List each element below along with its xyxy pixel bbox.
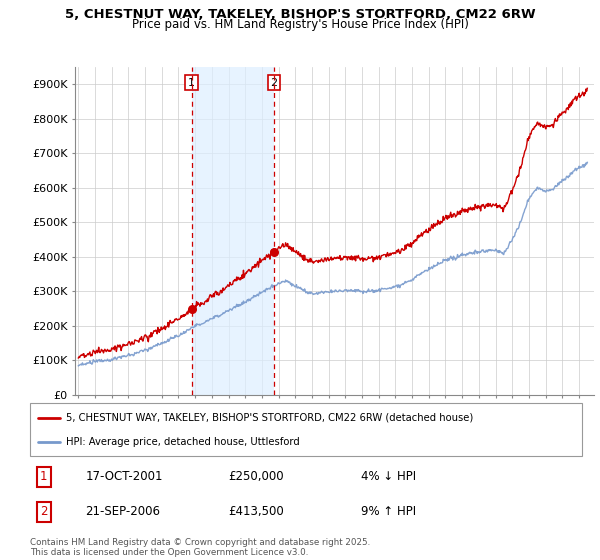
Text: 17-OCT-2001: 17-OCT-2001 <box>85 470 163 483</box>
Text: 1: 1 <box>188 77 195 87</box>
Text: 2: 2 <box>271 77 277 87</box>
Text: Price paid vs. HM Land Registry's House Price Index (HPI): Price paid vs. HM Land Registry's House … <box>131 18 469 31</box>
Bar <box>191 67 274 395</box>
Text: 2: 2 <box>40 505 47 518</box>
Text: 21-SEP-2006: 21-SEP-2006 <box>85 505 160 518</box>
Text: 4% ↓ HPI: 4% ↓ HPI <box>361 470 416 483</box>
Text: 9% ↑ HPI: 9% ↑ HPI <box>361 505 416 518</box>
Text: Contains HM Land Registry data © Crown copyright and database right 2025.
This d: Contains HM Land Registry data © Crown c… <box>30 538 370 557</box>
Text: 5, CHESTNUT WAY, TAKELEY, BISHOP'S STORTFORD, CM22 6RW (detached house): 5, CHESTNUT WAY, TAKELEY, BISHOP'S STORT… <box>66 413 473 423</box>
Text: HPI: Average price, detached house, Uttlesford: HPI: Average price, detached house, Uttl… <box>66 437 299 447</box>
Text: 1: 1 <box>40 470 47 483</box>
Text: £413,500: £413,500 <box>229 505 284 518</box>
Text: 5, CHESTNUT WAY, TAKELEY, BISHOP'S STORTFORD, CM22 6RW: 5, CHESTNUT WAY, TAKELEY, BISHOP'S STORT… <box>65 8 535 21</box>
Text: £250,000: £250,000 <box>229 470 284 483</box>
